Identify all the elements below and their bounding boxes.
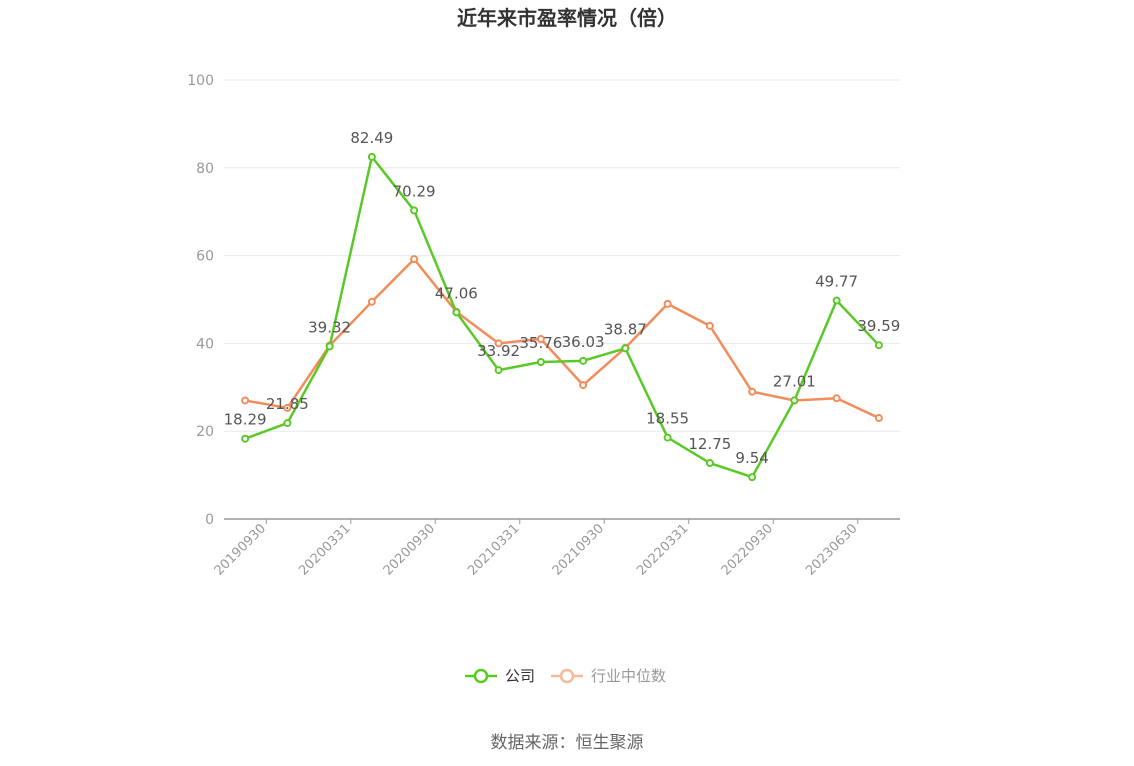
data-point — [283, 419, 292, 428]
data-label: 70.29 — [393, 182, 436, 200]
data-point — [494, 366, 503, 375]
data-point — [832, 296, 841, 305]
data-point — [874, 414, 883, 423]
x-tick-label: 20220331 — [634, 521, 691, 578]
data-label: 33.92 — [477, 342, 520, 360]
x-tick-label: 20210930 — [550, 521, 607, 578]
data-label: 12.75 — [688, 435, 731, 453]
data-point — [241, 434, 250, 443]
legend-marker — [559, 668, 575, 684]
axes: 0 20 40 60 80 100 20190930 20200331 20200930 2021… — [187, 73, 900, 579]
data-label: 21.85 — [266, 395, 309, 413]
data-label: 9.54 — [735, 449, 768, 467]
chart-title: 近年来市盈率情况（倍） — [457, 6, 677, 30]
data-label: 49.77 — [815, 273, 858, 291]
y-tick-label: 20 — [196, 424, 214, 440]
data-label: 39.59 — [857, 317, 900, 335]
data-point — [494, 339, 503, 348]
y-tick-label: 40 — [196, 336, 214, 352]
y-tick-label: 60 — [196, 249, 214, 265]
data-point — [452, 308, 461, 317]
legend-label[interactable]: 行业中位数 — [591, 667, 666, 685]
data-point — [536, 335, 545, 344]
source-note: 数据来源：恒生聚源 — [491, 733, 644, 753]
data-point — [579, 381, 588, 390]
series-layer — [241, 152, 883, 482]
data-point — [832, 394, 841, 403]
data-label: 38.87 — [604, 320, 647, 338]
data-point — [367, 297, 376, 306]
data-label: 82.49 — [350, 129, 393, 147]
y-tick-label: 80 — [196, 161, 214, 177]
data-point — [241, 396, 250, 405]
grid — [224, 79, 900, 432]
data-point — [621, 344, 630, 353]
x-tick-label: 20230630 — [803, 521, 860, 578]
data-point — [748, 387, 757, 396]
data-label: 47.06 — [435, 284, 478, 302]
data-label: 18.29 — [224, 411, 267, 429]
data-label: 39.32 — [308, 318, 351, 336]
data-label: 35.76 — [519, 334, 562, 352]
y-tick-label: 0 — [205, 512, 214, 528]
data-point — [410, 255, 419, 264]
data-point — [790, 396, 799, 405]
legend: 公司 行业中位数 — [465, 667, 666, 685]
data-point — [283, 403, 292, 412]
x-tick-label: 20190930 — [212, 521, 269, 578]
legend-marker — [473, 668, 489, 684]
data-label: 36.03 — [562, 333, 605, 351]
x-tick-label: 20210331 — [465, 521, 522, 578]
x-tick-label: 20200331 — [296, 521, 353, 578]
data-point — [410, 206, 419, 215]
data-label: 18.55 — [646, 410, 689, 428]
data-point — [748, 473, 757, 482]
series-line — [244, 155, 880, 479]
data-point — [663, 299, 672, 308]
data-point — [874, 341, 883, 350]
data-label: 27.01 — [773, 372, 816, 390]
data-point — [705, 459, 714, 468]
y-tick-label: 100 — [187, 73, 214, 89]
data-point — [325, 342, 334, 351]
data-point — [367, 152, 376, 161]
data-point — [579, 356, 588, 365]
x-tick-label: 20200930 — [381, 521, 438, 578]
data-point — [663, 433, 672, 442]
legend-label[interactable]: 公司 — [505, 667, 535, 685]
x-tick-label: 20220930 — [719, 521, 776, 578]
data-point — [536, 358, 545, 367]
data-point — [705, 321, 714, 330]
